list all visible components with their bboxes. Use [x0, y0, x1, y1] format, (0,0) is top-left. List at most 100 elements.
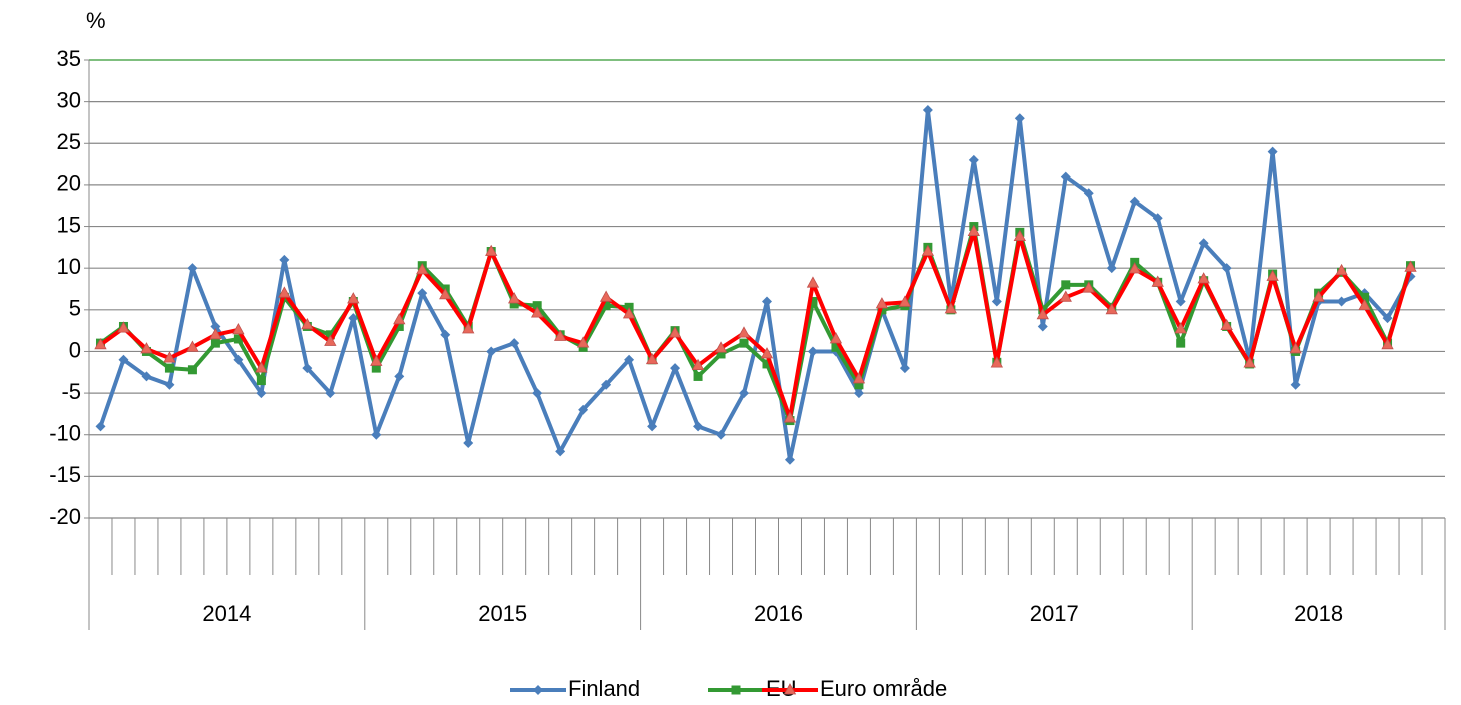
- year-label: 2015: [478, 601, 527, 626]
- marker: [530, 306, 544, 318]
- marker: [1267, 146, 1278, 157]
- marker: [714, 341, 728, 353]
- marker: [95, 421, 106, 432]
- marker: [186, 340, 199, 352]
- marker: [532, 301, 542, 311]
- marker: [899, 363, 910, 374]
- marker: [852, 372, 866, 384]
- marker: [210, 321, 221, 332]
- marker: [371, 363, 381, 373]
- marker: [1175, 296, 1186, 307]
- marker: [1082, 281, 1095, 293]
- marker: [485, 244, 498, 256]
- marker: [508, 292, 521, 304]
- year-label: 2018: [1294, 601, 1343, 626]
- marker: [1036, 307, 1049, 320]
- y-tick-label: -5: [61, 379, 81, 404]
- marker: [163, 351, 176, 363]
- marker: [509, 338, 520, 349]
- marker: [622, 307, 636, 319]
- marker: [1014, 113, 1025, 124]
- y-tick-label: 5: [69, 296, 81, 321]
- marker: [509, 299, 519, 309]
- marker: [1360, 292, 1370, 302]
- marker: [555, 446, 566, 457]
- marker: [187, 365, 197, 375]
- marker: [1404, 260, 1417, 272]
- marker: [370, 354, 383, 366]
- marker: [693, 371, 703, 381]
- marker: [944, 302, 958, 314]
- marker: [210, 338, 220, 348]
- marker: [1129, 196, 1140, 207]
- marker: [1220, 318, 1233, 331]
- marker: [731, 685, 741, 695]
- marker: [854, 380, 864, 390]
- marker: [141, 371, 152, 382]
- marker: [762, 296, 772, 307]
- marker: [255, 361, 268, 373]
- marker: [668, 326, 682, 338]
- y-tick-label: 20: [57, 171, 81, 196]
- marker: [394, 371, 405, 382]
- marker: [807, 346, 818, 357]
- marker: [921, 244, 935, 256]
- marker: [898, 295, 912, 307]
- marker: [599, 290, 613, 302]
- marker: [1013, 229, 1026, 241]
- marker: [1151, 275, 1164, 287]
- marker: [739, 338, 749, 348]
- marker: [233, 354, 244, 365]
- marker: [829, 332, 843, 344]
- series-line: [99, 224, 1413, 423]
- marker: [853, 388, 864, 399]
- marker: [716, 429, 727, 440]
- marker: [1335, 263, 1348, 276]
- marker: [533, 685, 543, 695]
- marker: [645, 352, 659, 365]
- marker: [209, 327, 222, 340]
- marker: [1336, 296, 1347, 307]
- marker: [164, 363, 174, 373]
- series-line: [98, 107, 1413, 462]
- marker: [532, 388, 543, 399]
- marker: [439, 287, 452, 300]
- marker: [1128, 262, 1141, 274]
- marker: [371, 429, 382, 440]
- marker: [348, 313, 359, 324]
- marker: [1312, 290, 1325, 302]
- marker: [324, 334, 337, 346]
- marker: [1152, 213, 1163, 224]
- year-label: 2017: [1030, 601, 1079, 626]
- marker: [1358, 298, 1371, 311]
- marker: [394, 321, 404, 331]
- marker: [325, 388, 336, 399]
- y-tick-label: -15: [49, 462, 81, 487]
- marker: [1382, 313, 1393, 324]
- marker: [831, 342, 841, 352]
- year-label: 2014: [202, 601, 251, 626]
- marker: [576, 336, 590, 348]
- year-label: 2016: [754, 601, 803, 626]
- marker: [1289, 342, 1302, 354]
- marker: [1083, 188, 1094, 199]
- y-tick-label: -20: [49, 504, 81, 529]
- marker: [691, 358, 705, 371]
- y-tick-label: 15: [57, 212, 81, 237]
- marker: [1381, 337, 1394, 350]
- marker: [117, 321, 130, 333]
- marker: [140, 342, 153, 354]
- marker: [737, 326, 751, 338]
- y-tick-label: 0: [69, 337, 81, 362]
- y-tick-label: 10: [57, 254, 81, 279]
- marker: [232, 322, 245, 335]
- marker: [278, 286, 291, 298]
- marker: [118, 354, 129, 365]
- marker: [301, 317, 314, 330]
- y-tick-label: 30: [57, 87, 81, 112]
- marker: [783, 411, 797, 423]
- marker: [1243, 356, 1256, 368]
- marker: [716, 349, 726, 359]
- marker: [1198, 238, 1209, 249]
